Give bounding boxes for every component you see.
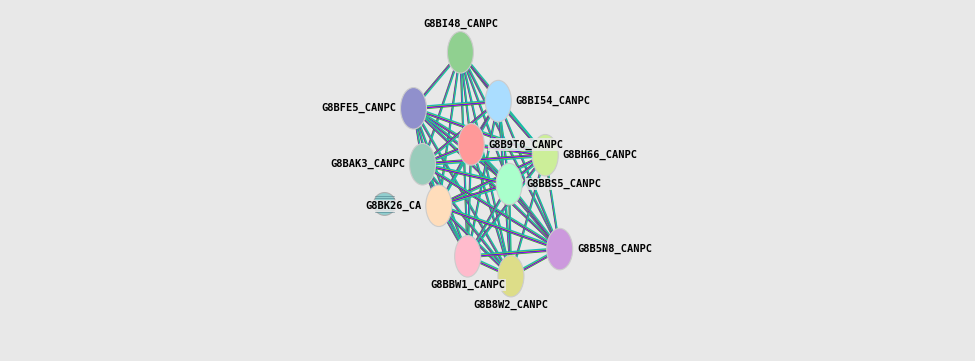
Text: G8B8W2_CANPC: G8B8W2_CANPC (474, 300, 549, 310)
Text: G8BI48_CANPC: G8BI48_CANPC (423, 19, 498, 29)
Ellipse shape (458, 123, 485, 165)
Ellipse shape (373, 192, 396, 216)
Text: G8B5N8_CANPC: G8B5N8_CANPC (577, 244, 652, 254)
Ellipse shape (448, 32, 474, 73)
Ellipse shape (532, 135, 559, 176)
Ellipse shape (547, 229, 572, 270)
Text: G8BK26_CA: G8BK26_CA (366, 201, 421, 211)
Ellipse shape (401, 88, 426, 129)
Text: G8BH66_CANPC: G8BH66_CANPC (563, 150, 638, 160)
Text: G8BBW1_CANPC: G8BBW1_CANPC (430, 280, 505, 290)
Text: G8BFE5_CANPC: G8BFE5_CANPC (321, 103, 396, 113)
Text: G8BAK3_CANPC: G8BAK3_CANPC (331, 159, 406, 169)
Ellipse shape (498, 256, 524, 297)
Ellipse shape (496, 163, 523, 205)
Ellipse shape (486, 80, 511, 122)
Text: G8B9T0_CANPC: G8B9T0_CANPC (488, 139, 564, 149)
Ellipse shape (426, 185, 451, 227)
Text: G8BI54_CANPC: G8BI54_CANPC (516, 96, 591, 106)
Ellipse shape (410, 143, 436, 185)
Ellipse shape (454, 236, 481, 277)
Text: G8BBS5_CANPC: G8BBS5_CANPC (526, 179, 602, 189)
